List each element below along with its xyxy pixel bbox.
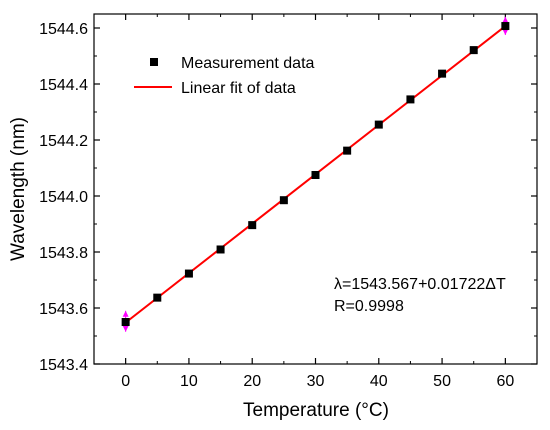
x-tick-label: 50 bbox=[433, 373, 451, 390]
data-point bbox=[438, 69, 447, 78]
legend-label-fit: Linear fit of data bbox=[181, 80, 296, 97]
legend: Measurement data Linear fit of data bbox=[134, 55, 315, 97]
data-point bbox=[279, 196, 288, 205]
data-point bbox=[374, 120, 383, 129]
data-point bbox=[248, 221, 257, 230]
data-point bbox=[153, 293, 162, 302]
x-axis-label: Temperature (°C) bbox=[243, 400, 389, 421]
error-bar-arrow-up bbox=[122, 310, 129, 317]
x-tick-label: 10 bbox=[180, 373, 198, 390]
equation-annotation: λ=1543.567+0.01722ΔT bbox=[334, 276, 506, 293]
y-tick-label: 1543.8 bbox=[39, 245, 88, 262]
y-axis-label: Wavelength (nm) bbox=[8, 117, 29, 261]
data-point bbox=[216, 245, 225, 254]
data-point bbox=[184, 269, 193, 278]
error-bar-arrow-down bbox=[502, 29, 509, 35]
x-tick-label: 20 bbox=[243, 373, 261, 390]
plot-frame bbox=[93, 13, 538, 365]
data-point bbox=[501, 22, 510, 31]
data-point bbox=[469, 46, 478, 55]
ticks-layer: 0 10 20 30 40 50 60 1543.4 1543.6 1543.8 1544.0 154… bbox=[39, 14, 537, 390]
y-tick-label: 1543.6 bbox=[39, 301, 88, 318]
r-value-annotation: R=0.9998 bbox=[334, 298, 404, 315]
data-point bbox=[311, 171, 320, 179]
x-tick-label: 30 bbox=[307, 373, 325, 390]
error-bar-arrow-up bbox=[502, 16, 509, 23]
y-tick-label: 1544.0 bbox=[39, 189, 88, 206]
data-point bbox=[121, 318, 130, 326]
x-tick-label: 40 bbox=[370, 373, 388, 390]
y-tick-label: 1544.6 bbox=[39, 21, 88, 38]
x-tick-label: 60 bbox=[496, 373, 514, 390]
x-tick-label: 0 bbox=[121, 373, 130, 390]
legend-marker-measurement bbox=[150, 58, 158, 66]
legend-label-measurement: Measurement data bbox=[181, 55, 315, 72]
y-tick-label: 1544.4 bbox=[39, 77, 88, 94]
points-layer bbox=[121, 22, 510, 326]
y-tick-label: 1543.4 bbox=[39, 357, 88, 374]
y-tick-label: 1544.2 bbox=[39, 133, 88, 150]
data-point bbox=[406, 95, 415, 104]
data-point bbox=[343, 146, 352, 155]
error-bar-arrow-down bbox=[122, 325, 129, 332]
